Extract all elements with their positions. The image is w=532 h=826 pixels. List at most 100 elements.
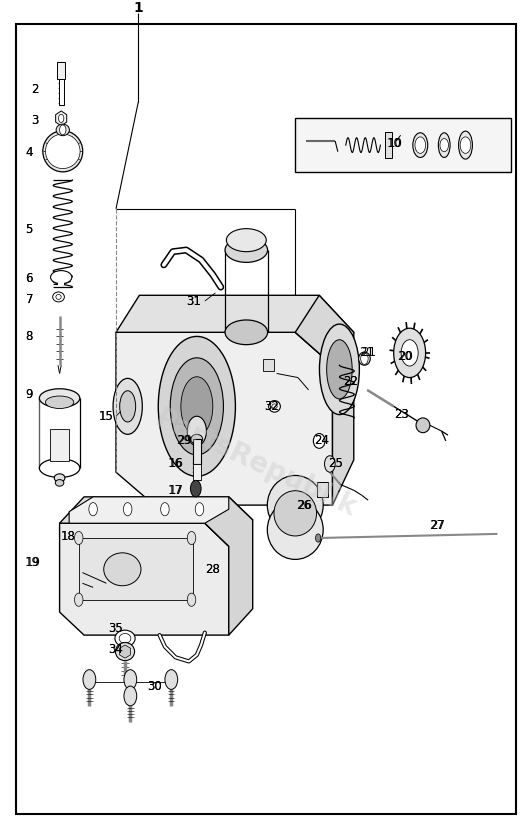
Text: 16: 16 xyxy=(169,458,184,471)
Text: 17: 17 xyxy=(168,484,183,496)
Circle shape xyxy=(460,137,471,154)
Polygon shape xyxy=(60,497,253,546)
Text: 35: 35 xyxy=(109,622,123,635)
Text: 17: 17 xyxy=(169,484,184,496)
Ellipse shape xyxy=(115,630,135,647)
Ellipse shape xyxy=(413,133,428,158)
Ellipse shape xyxy=(113,378,143,434)
Text: 9: 9 xyxy=(26,387,33,401)
Bar xyxy=(50,429,69,462)
Text: 24: 24 xyxy=(314,434,329,448)
Text: 27: 27 xyxy=(429,520,444,532)
Circle shape xyxy=(74,593,83,606)
Bar xyxy=(295,118,511,172)
Ellipse shape xyxy=(191,434,203,444)
Text: 20: 20 xyxy=(397,350,412,363)
Text: 28: 28 xyxy=(205,563,220,576)
Text: PartsRepublik: PartsRepublik xyxy=(150,405,361,523)
Circle shape xyxy=(440,139,448,152)
Text: 15: 15 xyxy=(99,410,114,423)
Text: 28: 28 xyxy=(205,563,220,576)
Ellipse shape xyxy=(56,294,61,299)
Ellipse shape xyxy=(227,229,267,252)
Circle shape xyxy=(195,503,204,515)
Text: 5: 5 xyxy=(26,223,33,236)
Ellipse shape xyxy=(45,134,80,169)
Text: 30: 30 xyxy=(147,680,162,693)
Ellipse shape xyxy=(159,336,235,477)
Text: 21: 21 xyxy=(360,346,375,359)
Ellipse shape xyxy=(268,501,323,559)
Polygon shape xyxy=(120,645,130,658)
Circle shape xyxy=(83,670,96,690)
Text: 3: 3 xyxy=(31,113,38,126)
Text: 34: 34 xyxy=(109,643,123,656)
Text: 19: 19 xyxy=(24,556,39,569)
Bar xyxy=(79,538,193,600)
Ellipse shape xyxy=(39,389,80,407)
Text: 8: 8 xyxy=(26,330,33,343)
Text: 29: 29 xyxy=(176,434,191,448)
Circle shape xyxy=(361,353,368,364)
Circle shape xyxy=(190,481,201,497)
Circle shape xyxy=(165,670,178,690)
Text: 34: 34 xyxy=(109,643,123,656)
Ellipse shape xyxy=(438,133,450,158)
Ellipse shape xyxy=(43,131,83,172)
Polygon shape xyxy=(295,295,354,506)
Ellipse shape xyxy=(51,271,72,284)
Polygon shape xyxy=(116,332,332,506)
Circle shape xyxy=(187,416,206,446)
Bar xyxy=(59,78,64,105)
Ellipse shape xyxy=(225,320,268,344)
Text: 32: 32 xyxy=(264,400,279,413)
Circle shape xyxy=(187,531,196,544)
Text: 4: 4 xyxy=(26,146,33,159)
Ellipse shape xyxy=(120,391,136,422)
Bar xyxy=(263,358,274,371)
Text: 26: 26 xyxy=(297,499,312,511)
Ellipse shape xyxy=(225,238,268,263)
Text: 23: 23 xyxy=(394,408,409,421)
Text: 24: 24 xyxy=(314,434,329,448)
Text: 9: 9 xyxy=(26,387,33,401)
Ellipse shape xyxy=(459,131,472,159)
Text: 4: 4 xyxy=(26,146,33,159)
Ellipse shape xyxy=(119,634,131,643)
Polygon shape xyxy=(60,523,229,635)
Text: 22: 22 xyxy=(344,375,359,388)
Polygon shape xyxy=(69,497,229,523)
Text: 26: 26 xyxy=(296,499,311,511)
Ellipse shape xyxy=(327,339,352,399)
Bar xyxy=(193,439,201,464)
Text: 7: 7 xyxy=(26,293,33,306)
Text: 35: 35 xyxy=(109,622,123,635)
Bar xyxy=(385,132,392,159)
Ellipse shape xyxy=(416,418,430,433)
Bar xyxy=(57,63,65,78)
Text: 8: 8 xyxy=(26,330,33,343)
Text: 3: 3 xyxy=(31,113,38,126)
Ellipse shape xyxy=(56,124,69,135)
Ellipse shape xyxy=(274,491,317,536)
Ellipse shape xyxy=(170,358,223,455)
Text: 27: 27 xyxy=(430,520,445,532)
Circle shape xyxy=(89,503,97,515)
Text: 31: 31 xyxy=(186,295,201,307)
Bar xyxy=(193,464,201,481)
Text: 6: 6 xyxy=(26,273,33,285)
Ellipse shape xyxy=(181,377,213,436)
Circle shape xyxy=(187,593,196,606)
Ellipse shape xyxy=(359,352,370,365)
Circle shape xyxy=(74,531,83,544)
Ellipse shape xyxy=(53,292,64,301)
Text: 25: 25 xyxy=(328,458,343,471)
Circle shape xyxy=(124,686,137,706)
Text: 10: 10 xyxy=(387,136,402,150)
Text: 5: 5 xyxy=(26,223,33,236)
Text: 22: 22 xyxy=(344,375,359,388)
Text: 31: 31 xyxy=(186,295,201,307)
Text: 32: 32 xyxy=(264,400,279,413)
Circle shape xyxy=(394,328,426,377)
Text: 10: 10 xyxy=(386,136,401,150)
